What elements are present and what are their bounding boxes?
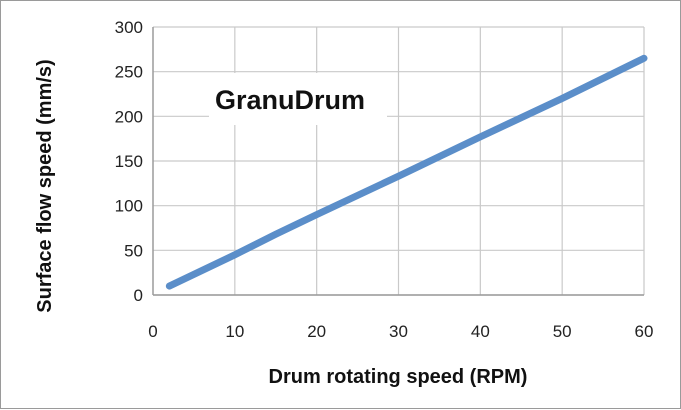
- x-tick-label: 20: [307, 322, 326, 341]
- x-tick-label: 50: [553, 322, 572, 341]
- x-axis-ticks: 0 10 20 30 40 50 60: [148, 322, 653, 341]
- x-axis-title: Drum rotating speed (RPM): [269, 366, 528, 388]
- x-tick-label: 40: [471, 322, 490, 341]
- y-tick-label: 250: [115, 63, 143, 82]
- y-tick-label: 200: [115, 107, 143, 126]
- x-tick-label: 10: [225, 322, 244, 341]
- y-tick-label: 0: [134, 286, 143, 305]
- series-group: [165, 54, 648, 290]
- x-tick-label: 60: [635, 322, 654, 341]
- chart-title-background: [209, 73, 387, 125]
- y-tick-label: 50: [124, 241, 143, 260]
- y-tick-label: 150: [115, 152, 143, 171]
- y-tick-label: 300: [115, 18, 143, 37]
- series-line: [165, 54, 648, 290]
- x-tick-label: 0: [148, 322, 157, 341]
- y-tick-label: 100: [115, 197, 143, 216]
- chart-title: GranuDrum: [215, 85, 365, 115]
- y-axis-title: Surface flow speed (mm/s): [34, 59, 56, 312]
- x-tick-label: 30: [389, 322, 408, 341]
- gridlines: [152, 26, 645, 296]
- y-axis-ticks: 0 50 100 150 200 250 300: [115, 18, 143, 305]
